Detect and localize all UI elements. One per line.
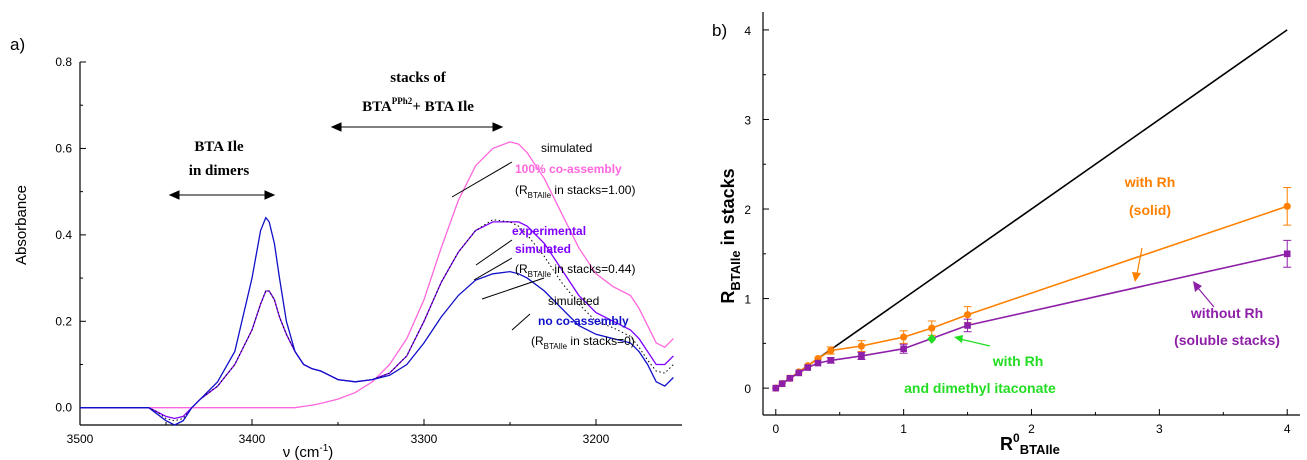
x-tick-label-a: 3300 xyxy=(411,432,438,446)
annotation-stacks-formula: BTAPPh2+ BTA Ile xyxy=(362,96,474,115)
arrowhead xyxy=(1132,272,1141,282)
annotation-100-coassembly: 100% co-assembly xyxy=(515,162,622,176)
data-point xyxy=(963,311,972,319)
annotation-without-rh-1: without Rh xyxy=(1190,305,1263,321)
annotation-arrows-a xyxy=(168,122,545,331)
axis-ticks-b: 0 1 2 3 4 0 1 2 3 4 xyxy=(744,24,1291,436)
y-tick-label-a: 0.8 xyxy=(55,55,72,69)
y-tick-label-b: 1 xyxy=(744,293,751,307)
x-tick-label-b: 1 xyxy=(900,422,907,436)
x-axis-label-b: R0BTAIle xyxy=(1000,431,1060,457)
data-point xyxy=(858,352,865,360)
arrowhead xyxy=(954,335,963,343)
leader-line xyxy=(473,257,513,281)
data-point xyxy=(827,346,835,355)
x-tick-label-b: 0 xyxy=(772,422,779,436)
data-point xyxy=(827,357,835,364)
leader-line xyxy=(511,313,531,331)
leader-line xyxy=(475,239,513,266)
annotation-stacks-line1: stacks of xyxy=(390,70,446,86)
leader-line xyxy=(481,277,545,300)
arrowhead xyxy=(330,122,342,132)
plot-area-b xyxy=(772,29,1292,392)
chart-a: a) Absorbance ν (cm-1) 3500 3400 3300 3200 0… xyxy=(10,35,682,460)
annotation-simulated-044: simulated xyxy=(515,242,571,256)
annotation-experimental: experimental xyxy=(512,224,586,238)
leader-line xyxy=(451,161,513,198)
annotation-r-1: (RBTAIle in stacks=1.00) xyxy=(515,183,635,200)
data-point xyxy=(786,374,794,382)
x-axis-label-a: ν (cm-1) xyxy=(283,443,334,460)
annotation-with-rh-itaconate-1: with Rh xyxy=(992,353,1044,369)
annotation-with-rh-solid-1: with Rh xyxy=(1124,174,1176,190)
y-axis-label-b: RBTAIle in stacks xyxy=(718,168,743,303)
panel-label-a: a) xyxy=(10,35,25,54)
data-point xyxy=(900,333,908,341)
series-line-a-0 xyxy=(80,141,674,409)
arrowhead xyxy=(264,190,276,200)
y-tick-label-b: 0 xyxy=(744,382,751,396)
annotation-simulated-100: simulated xyxy=(541,141,592,155)
arrowhead xyxy=(492,122,504,132)
series-line-a-3 xyxy=(80,216,674,426)
chart-b: b) RBTAIle in stacks R0BTAIle 0 1 2 3 4 0 1 2 3 4… xyxy=(712,12,1300,457)
annotation-without-rh-2: (soluble stacks) xyxy=(1174,332,1280,348)
x-tick-label-b: 3 xyxy=(1156,422,1163,436)
series-line-b-0 xyxy=(775,29,1288,389)
y-tick-label-a: 0.0 xyxy=(55,401,72,415)
y-axis-label-a: Absorbance xyxy=(13,185,30,265)
x-tick-label-a: 3200 xyxy=(583,432,610,446)
y-tick-label-b: 3 xyxy=(744,113,751,127)
y-tick-label-a: 0.2 xyxy=(55,314,72,328)
annotation-arrows-b xyxy=(954,247,1215,347)
data-point xyxy=(814,359,822,367)
x-tick-label-b: 4 xyxy=(1284,422,1291,436)
leader-line xyxy=(1197,287,1215,308)
arrowhead xyxy=(168,190,180,200)
leader-line xyxy=(1136,247,1143,275)
data-point xyxy=(1283,250,1291,258)
annotation-simulated-0: simulated xyxy=(548,294,599,308)
plot-area-a xyxy=(80,141,674,426)
data-point xyxy=(928,324,936,332)
y-tick-label-b: 4 xyxy=(744,24,751,38)
data-point xyxy=(927,333,937,344)
data-point xyxy=(964,322,971,329)
y-tick-label-a: 0.6 xyxy=(55,141,72,155)
data-point xyxy=(1283,202,1291,210)
annotation-dimers-line2: in dimers xyxy=(189,163,250,179)
annotation-r-0: (RBTAIle in stacks=0) xyxy=(531,334,635,351)
annotation-with-rh-itaconate-2: and dimethyl itaconate xyxy=(904,380,1056,396)
leader-line xyxy=(959,338,991,347)
annotation-with-rh-solid-2: (solid) xyxy=(1129,202,1171,218)
data-point xyxy=(857,342,866,350)
annotation-r-044: (RBTAIle in stacks=0.44) xyxy=(515,262,635,279)
panel-label-b: b) xyxy=(712,21,727,40)
y-tick-label-b: 2 xyxy=(744,203,751,217)
data-point xyxy=(778,380,786,387)
data-point xyxy=(900,345,907,353)
x-tick-label-a: 3500 xyxy=(67,432,94,446)
y-tick-label-a: 0.4 xyxy=(55,228,72,242)
axis-ticks-a: 3500 3400 3300 3200 0.0 0.2 0.4 0.6 0.8 xyxy=(55,55,609,446)
data-point xyxy=(795,369,803,377)
arrowhead xyxy=(1193,281,1202,292)
annotation-dimers-line1: BTA Ile xyxy=(194,139,244,155)
annotation-no-coassembly: no co-assembly xyxy=(538,314,629,328)
x-tick-label-b: 2 xyxy=(1028,422,1035,436)
data-point xyxy=(772,384,780,392)
x-tick-label-a: 3400 xyxy=(239,432,266,446)
data-point xyxy=(804,364,812,371)
